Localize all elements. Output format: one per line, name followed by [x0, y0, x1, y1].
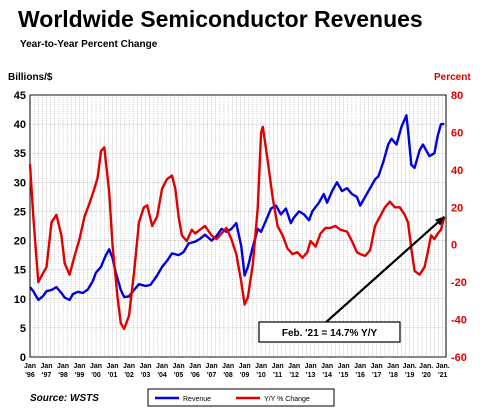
annotation-arrow-head — [435, 216, 445, 226]
x-tick-year: '02 — [124, 372, 134, 379]
x-tick-month: Jan — [90, 363, 102, 370]
x-tick-year: '14 — [322, 372, 332, 379]
series-line-revenue — [29, 114, 445, 302]
x-tick-year: '01 — [108, 372, 118, 379]
x-tick-month: Jan. — [403, 363, 417, 370]
x-tick-year: '10 — [256, 372, 266, 379]
x-tick-month: Jan — [107, 363, 119, 370]
right-tick-label: 60 — [451, 127, 463, 139]
x-tick-month: Jan — [288, 363, 300, 370]
x-tick-month: Jan — [24, 363, 36, 370]
x-tick-month: Jan — [371, 363, 383, 370]
x-tick-month: Jan — [239, 363, 251, 370]
chart-subtitle: Year-to-Year Percent Change — [20, 39, 158, 50]
x-tick-month: Jan — [140, 363, 152, 370]
left-tick-label: 30 — [14, 177, 26, 189]
x-tick-month: Jan — [173, 363, 185, 370]
left-tick-label: 45 — [14, 90, 26, 102]
series-line-yy-change — [28, 125, 446, 331]
annotation-box — [258, 321, 401, 343]
left-tick-label: 10 — [14, 294, 26, 306]
x-tick-year: '04 — [157, 372, 167, 379]
x-tick-year: '13 — [306, 372, 316, 379]
left-tick-label: 35 — [14, 148, 26, 160]
x-tick-month: Jan — [305, 363, 317, 370]
x-tick-year: '19 — [405, 372, 415, 379]
x-tick-month: Jan — [321, 363, 333, 370]
x-tick-month: Jan — [387, 363, 399, 370]
right-tick-label: -60 — [451, 352, 467, 364]
x-tick-year: '06 — [190, 372, 200, 379]
right-axis-label: Percent — [434, 72, 471, 83]
x-tick-year: '98 — [58, 372, 68, 379]
right-tick-label: -20 — [451, 277, 467, 289]
right-tick-label: 20 — [451, 202, 463, 214]
right-tick-label: 80 — [451, 90, 463, 102]
left-tick-label: 40 — [14, 119, 26, 131]
x-tick-month: Jan — [156, 363, 168, 370]
left-tick-label: 25 — [14, 206, 26, 218]
x-tick-year: '11 — [273, 372, 282, 379]
x-tick-year: '96 — [25, 372, 35, 379]
x-tick-month: Jan — [206, 363, 218, 370]
left-tick-label: 15 — [14, 265, 26, 277]
legend-label: Y/Y % Change — [264, 396, 310, 403]
right-tick-label: -40 — [451, 315, 467, 327]
left-tick-label: 0 — [20, 352, 26, 364]
right-tick-label: 40 — [451, 165, 463, 177]
x-tick-year: '03 — [141, 372, 151, 379]
x-tick-month: Jan. — [419, 363, 433, 370]
x-tick-year: '07 — [207, 372, 217, 379]
x-tick-year: '00 — [91, 372, 101, 379]
x-tick-year: '12 — [289, 372, 299, 379]
right-tick-label: 0 — [451, 240, 457, 252]
x-tick-month: Jan — [73, 363, 85, 370]
legend-label: Revenue — [183, 396, 211, 403]
x-tick-month: Jan. — [436, 363, 450, 370]
x-tick-year: '97 — [42, 372, 52, 379]
source-note: Source: WSTS — [30, 393, 99, 404]
x-tick-month: Jan — [40, 363, 52, 370]
x-tick-year: '15 — [339, 372, 349, 379]
x-tick-year: '20 — [421, 372, 431, 379]
x-tick-month: Jan — [189, 363, 201, 370]
x-tick-year: '17 — [372, 372, 382, 379]
chart-title: Worldwide Semiconductor Revenues — [18, 6, 423, 32]
x-tick-month: Jan — [354, 363, 366, 370]
x-tick-year: '05 — [174, 372, 184, 379]
x-tick-month: Jan — [123, 363, 135, 370]
x-tick-year: '09 — [240, 372, 250, 379]
x-tick-year: '08 — [223, 372, 233, 379]
x-tick-year: '16 — [355, 372, 365, 379]
x-tick-month: Jan — [222, 363, 234, 370]
annotation-arrow-line — [319, 215, 446, 328]
x-tick-year: '21 — [438, 372, 448, 379]
x-tick-year: '18 — [388, 372, 398, 379]
x-tick-year: '99 — [75, 372, 85, 379]
x-tick-month: Jan — [272, 363, 284, 370]
x-tick-month: Jan — [57, 363, 69, 370]
x-tick-month: Jan — [255, 363, 267, 370]
x-tick-month: Jan — [338, 363, 350, 370]
left-axis-label: Billions/$ — [8, 72, 53, 83]
left-tick-label: 20 — [14, 236, 26, 248]
left-tick-label: 5 — [20, 323, 26, 335]
annotation-text: Feb. '21 = 14.7% Y/Y — [282, 328, 378, 339]
legend: Revenue Y/Y % Change — [147, 388, 335, 407]
